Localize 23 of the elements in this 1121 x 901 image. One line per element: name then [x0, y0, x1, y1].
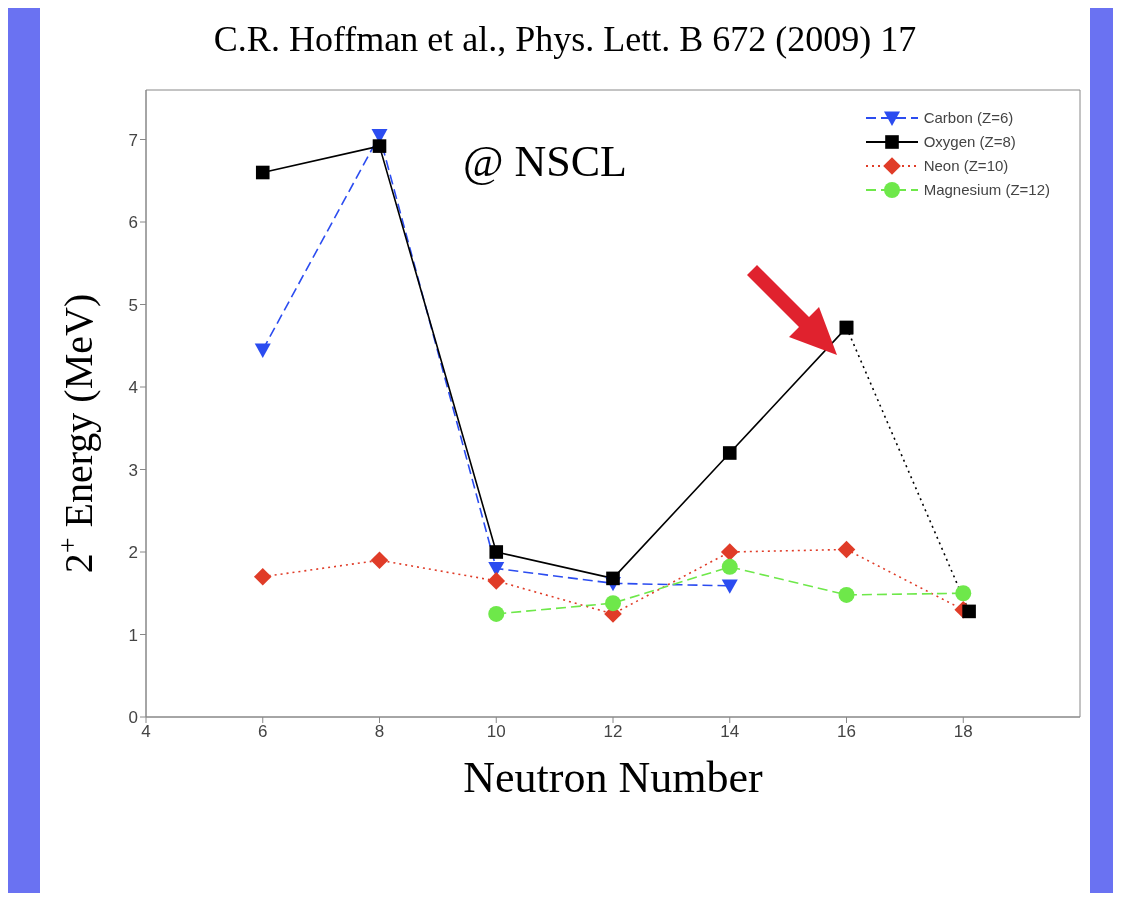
y-tick-label: 2	[128, 543, 138, 563]
x-tick-label: 8	[374, 722, 385, 742]
y-tick-label: 4	[128, 378, 138, 398]
x-tick-label: 10	[486, 722, 506, 742]
x-axis-title: Neutron Number	[463, 753, 764, 802]
x-tick-label: 16	[837, 722, 856, 742]
legend-label: Carbon (Z=6)	[923, 108, 1014, 128]
y-tick-label: 5	[128, 295, 138, 315]
annotation: @ NSCL	[463, 136, 627, 187]
x-tick-label: 4	[141, 722, 151, 742]
y-tick-label: 3	[128, 460, 138, 480]
legend-label: Oxygen (Z=8)	[923, 132, 1016, 152]
text: C.R. Hoffman et al., Phys. Lett. B 672 (2009) 17	[212, 18, 918, 60]
y-tick-label: 0	[128, 708, 138, 728]
legend-label: Magnesium (Z=12)	[923, 180, 1050, 200]
legend-label: Neon (Z=10)	[923, 156, 1009, 176]
x-tick-label: 12	[603, 722, 623, 742]
y-tick-label: 7	[128, 130, 138, 150]
x-tick-label: 6	[258, 722, 268, 742]
y-tick-label: 6	[128, 213, 138, 233]
x-tick-label: 14	[720, 722, 740, 742]
x-tick-label: 18	[953, 722, 973, 742]
y-tick-label: 1	[128, 625, 138, 645]
